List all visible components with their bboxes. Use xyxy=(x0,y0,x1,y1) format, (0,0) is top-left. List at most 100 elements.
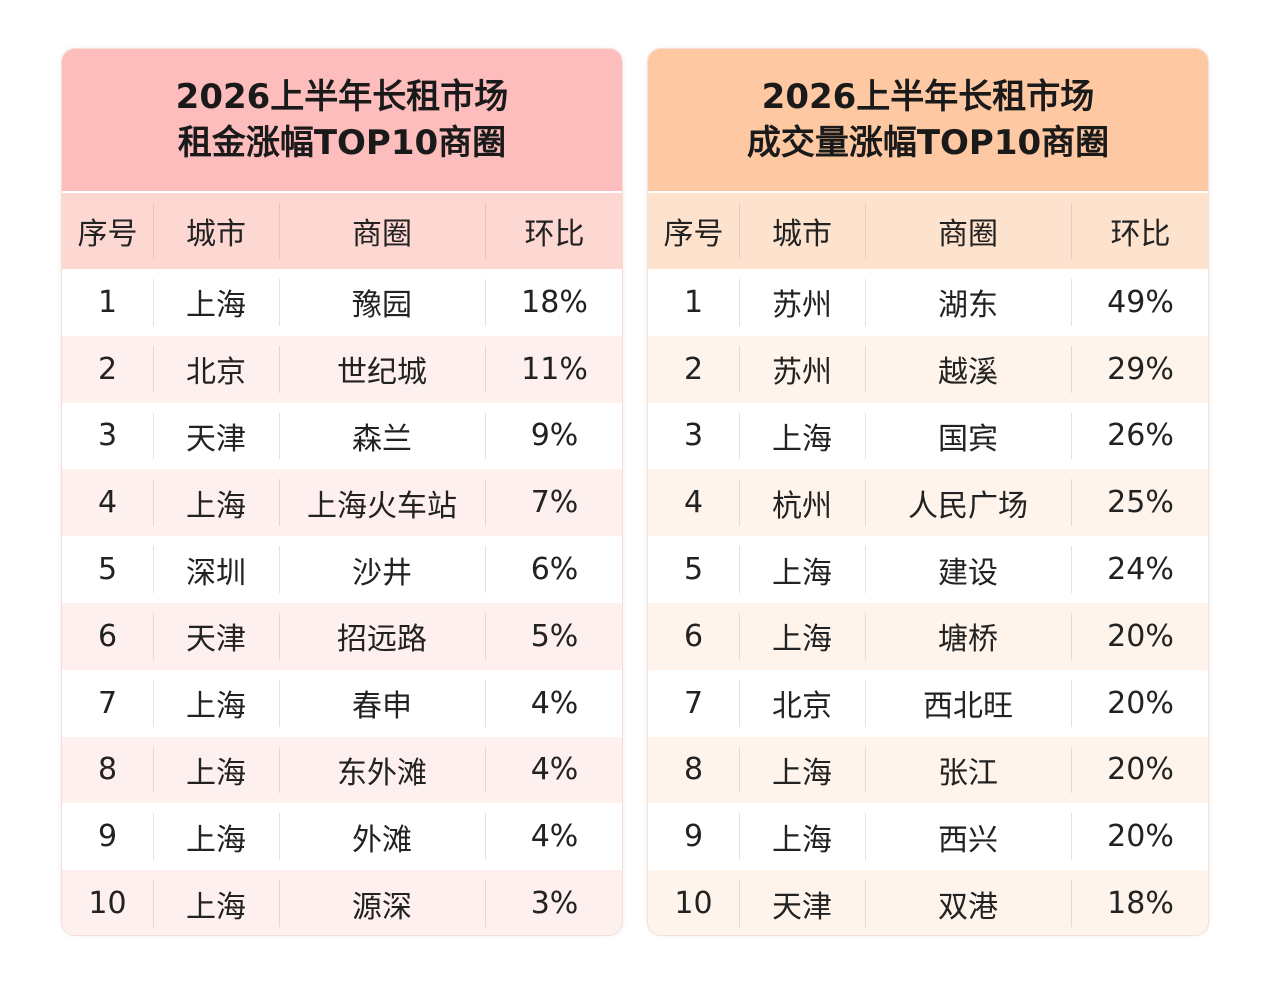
table-cell: 北京 xyxy=(739,670,865,737)
table-cell: 上海 xyxy=(153,737,279,804)
table-cell: 1 xyxy=(683,284,704,320)
table-row: 4 杭州 人民广场 25% xyxy=(648,469,1208,537)
table-row: 3 上海 国宾 26% xyxy=(648,403,1208,470)
table-cell: 9% xyxy=(485,403,622,470)
table-title: 2026上半年长租市场 成交量涨幅TOP10商圈 xyxy=(648,49,1208,191)
table-row: 6 天津 招远路 5% xyxy=(62,602,622,670)
table-cell: 西北旺 xyxy=(865,670,1071,737)
table-row: 6 上海 塘桥 20% xyxy=(648,602,1208,670)
table-cell: 深圳 xyxy=(153,536,279,603)
table-cell: 20% xyxy=(1071,803,1208,870)
rent-table: 2026上半年长租市场 租金涨幅TOP10商圈 序号 城市 商圈 环比 1 上海 豫园 18% 2 北… xyxy=(61,48,623,936)
table-cell: 塘桥 xyxy=(865,603,1071,670)
table-cell: 29% xyxy=(1071,336,1208,403)
table-cell: 18% xyxy=(1071,870,1208,935)
table-cell: 苏州 xyxy=(739,336,865,403)
table-row: 5 深圳 沙井 6% xyxy=(62,536,622,603)
table-cell: 8 xyxy=(683,752,704,788)
table-cell: 5% xyxy=(485,603,622,670)
table-cell: 上海 xyxy=(739,603,865,670)
table-cell: 4% xyxy=(485,737,622,804)
table-row: 5 上海 建设 24% xyxy=(648,536,1208,603)
title-line: 租金涨幅TOP10商圈 xyxy=(177,123,507,163)
table-cell: 豫园 xyxy=(279,269,485,336)
table-cell: 9 xyxy=(683,819,704,855)
table-cell: 9 xyxy=(97,819,118,855)
table-cell: 森兰 xyxy=(279,403,485,470)
table-cell: 25% xyxy=(1071,469,1208,536)
header-cell: 城市 xyxy=(153,193,279,269)
table-cell: 上海 xyxy=(739,803,865,870)
table-cell: 6 xyxy=(97,618,118,654)
table-cell: 双港 xyxy=(865,870,1071,935)
table-cell: 西兴 xyxy=(865,803,1071,870)
table-cell: 招远路 xyxy=(279,603,485,670)
table-row: 10 上海 源深 3% xyxy=(62,870,622,935)
header-cell: 城市 xyxy=(739,193,865,269)
header-cell: 序号 xyxy=(77,217,138,252)
volume-table: 2026上半年长租市场 成交量涨幅TOP10商圈 序号 城市 商圈 环比 1 苏州 湖东 49% 2… xyxy=(647,48,1209,936)
table-row: 1 上海 豫园 18% xyxy=(62,269,622,336)
table-cell: 上海火车站 xyxy=(279,469,485,536)
table-cell: 20% xyxy=(1071,670,1208,737)
table-cell: 6% xyxy=(485,536,622,603)
table-cell: 1 xyxy=(97,284,118,320)
table-row: 2 苏州 越溪 29% xyxy=(648,335,1208,403)
header-cell: 序号 xyxy=(663,217,724,252)
table-cell: 6 xyxy=(683,618,704,654)
table-row: 7 北京 西北旺 20% xyxy=(648,670,1208,737)
table-cell: 20% xyxy=(1071,737,1208,804)
table-cell: 东外滩 xyxy=(279,737,485,804)
table-cell: 5 xyxy=(97,552,118,588)
title-line: 2026上半年长租市场 xyxy=(175,77,509,117)
table-row: 9 上海 外滩 4% xyxy=(62,803,622,870)
table-cell: 源深 xyxy=(279,870,485,935)
table-cell: 2 xyxy=(97,351,118,387)
table-cell: 4 xyxy=(683,485,704,521)
table-cell: 2 xyxy=(683,351,704,387)
table-cell: 8 xyxy=(97,752,118,788)
header-cell: 环比 xyxy=(485,193,622,269)
table-cell: 上海 xyxy=(153,803,279,870)
table-cell: 天津 xyxy=(153,403,279,470)
table-cell: 49% xyxy=(1071,269,1208,336)
table-cell: 26% xyxy=(1071,403,1208,470)
header-row: 序号 城市 商圈 环比 xyxy=(648,193,1208,269)
table-cell: 10 xyxy=(88,886,127,922)
title-line: 2026上半年长租市场 xyxy=(761,77,1095,117)
table-cell: 上海 xyxy=(153,870,279,935)
table-row: 10 天津 双港 18% xyxy=(648,870,1208,935)
table-cell: 7 xyxy=(683,685,704,721)
header-cell: 环比 xyxy=(1071,193,1208,269)
table-row: 3 天津 森兰 9% xyxy=(62,403,622,470)
table-cell: 人民广场 xyxy=(865,469,1071,536)
table-cell: 4% xyxy=(485,670,622,737)
table-cell: 20% xyxy=(1071,603,1208,670)
table-cell: 建设 xyxy=(865,536,1071,603)
table-row: 8 上海 东外滩 4% xyxy=(62,736,622,804)
table-cell: 苏州 xyxy=(739,269,865,336)
table-cell: 春申 xyxy=(279,670,485,737)
table-cell: 外滩 xyxy=(279,803,485,870)
table-cell: 4 xyxy=(97,485,118,521)
table-cell: 上海 xyxy=(739,737,865,804)
table-cell: 世纪城 xyxy=(279,336,485,403)
table-cell: 上海 xyxy=(739,403,865,470)
table-row: 9 上海 西兴 20% xyxy=(648,803,1208,870)
table-cell: 上海 xyxy=(153,670,279,737)
table-cell: 越溪 xyxy=(865,336,1071,403)
table-cell: 24% xyxy=(1071,536,1208,603)
table-row: 8 上海 张江 20% xyxy=(648,736,1208,804)
table-row: 1 苏州 湖东 49% xyxy=(648,269,1208,336)
table-cell: 天津 xyxy=(153,603,279,670)
table-cell: 3 xyxy=(97,418,118,454)
header-cell: 商圈 xyxy=(865,193,1071,269)
table-cell: 5 xyxy=(683,552,704,588)
table-cell: 张江 xyxy=(865,737,1071,804)
header-cell: 商圈 xyxy=(279,193,485,269)
table-cell: 沙井 xyxy=(279,536,485,603)
table-cell: 上海 xyxy=(739,536,865,603)
table-cell: 天津 xyxy=(739,870,865,935)
table-cell: 杭州 xyxy=(739,469,865,536)
